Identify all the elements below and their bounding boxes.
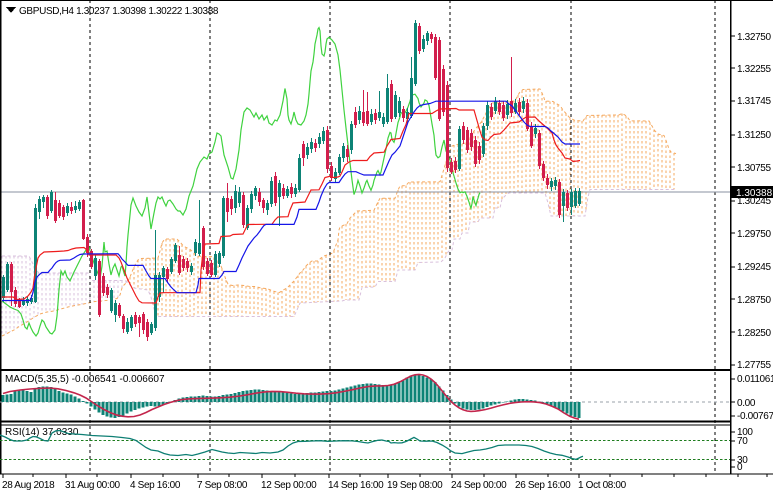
svg-text:28 Aug 2018: 28 Aug 2018 xyxy=(2,480,55,491)
svg-text:0.011061: 0.011061 xyxy=(737,374,773,385)
svg-text:26 Sep 16:00: 26 Sep 16:00 xyxy=(515,480,571,491)
svg-text:31 Aug 00:00: 31 Aug 00:00 xyxy=(65,480,121,491)
svg-text:1.28750: 1.28750 xyxy=(737,295,771,306)
svg-text:1.29245: 1.29245 xyxy=(737,262,771,273)
svg-text:MACD(5,35,5) -0.006541 -0.0066: MACD(5,35,5) -0.006541 -0.006607 xyxy=(5,374,165,385)
svg-text:12 Sep 00:00: 12 Sep 00:00 xyxy=(261,480,317,491)
svg-text:1.31745: 1.31745 xyxy=(737,96,771,107)
svg-text:14 Sep 16:00: 14 Sep 16:00 xyxy=(328,480,384,491)
svg-text:1.32750: 1.32750 xyxy=(737,32,771,43)
svg-text:19 Sep 08:00: 19 Sep 08:00 xyxy=(387,480,443,491)
svg-text:1.30755: 1.30755 xyxy=(737,163,771,174)
svg-text:4 Sep 16:00: 4 Sep 16:00 xyxy=(130,480,181,491)
svg-text:24 Sep 00:00: 24 Sep 00:00 xyxy=(451,480,507,491)
svg-text:GBPUSD,H4 1.30237 1.30398 1.3: GBPUSD,H4 1.30237 1.30398 1.30222 1.3038… xyxy=(19,6,219,17)
svg-text:7 Sep 08:00: 7 Sep 08:00 xyxy=(197,480,248,491)
svg-text:1.28250: 1.28250 xyxy=(737,328,771,339)
svg-text:1.29750: 1.29750 xyxy=(737,229,771,240)
svg-text:70: 70 xyxy=(737,436,748,447)
svg-text:RSI(14) 37.0330: RSI(14) 37.0330 xyxy=(5,427,79,438)
svg-text:0.00: 0.00 xyxy=(737,398,756,409)
svg-text:1.30388: 1.30388 xyxy=(736,188,773,199)
svg-text:30: 30 xyxy=(737,455,748,466)
svg-text:-0.00767: -0.00767 xyxy=(737,411,773,422)
svg-text:1.31250: 1.31250 xyxy=(737,130,771,141)
svg-text:1 Oct 08:00: 1 Oct 08:00 xyxy=(578,480,627,491)
svg-text:1.30245: 1.30245 xyxy=(737,196,771,207)
svg-text:100: 100 xyxy=(737,427,753,438)
svg-text:1.27755: 1.27755 xyxy=(737,360,771,371)
svg-text:0: 0 xyxy=(737,462,743,473)
svg-text:1.32255: 1.32255 xyxy=(737,64,771,75)
